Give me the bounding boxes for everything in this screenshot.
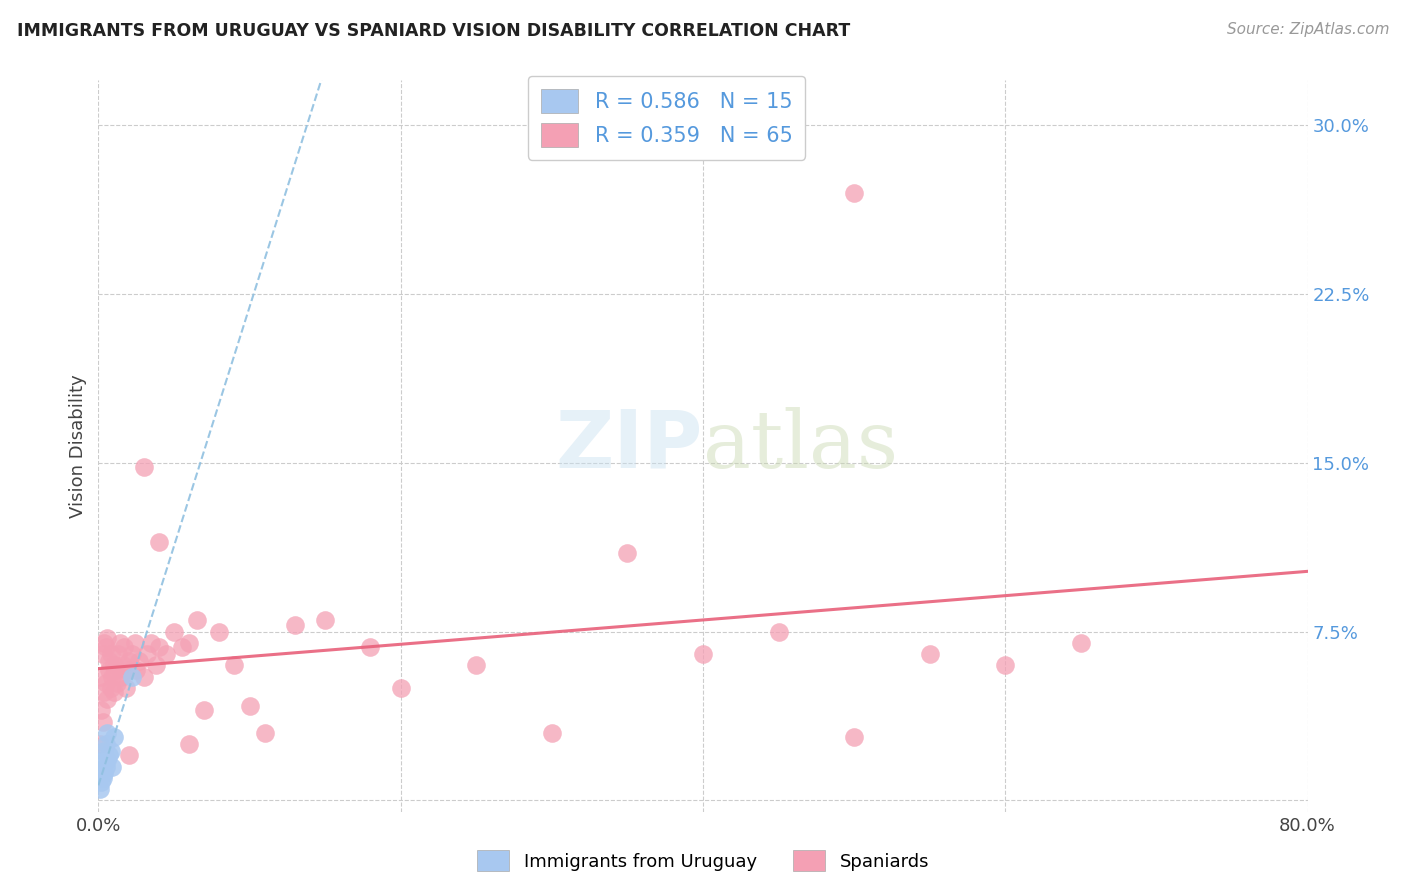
Point (93, 685, 115, 699)
Point (135, 647, 157, 661)
Point (239, 698, 262, 713)
Point (540, 726, 562, 740)
Point (170, 640, 193, 655)
Point (91, 647, 114, 661)
Point (141, 636, 163, 650)
Point (91, 714, 114, 729)
Point (107, 647, 129, 661)
Point (465, 658, 488, 673)
Point (94, 737, 117, 751)
Point (112, 640, 135, 655)
Point (163, 624, 186, 639)
Point (224, 658, 246, 673)
Point (121, 670, 143, 684)
Text: atlas: atlas (703, 407, 898, 485)
Point (89, 737, 111, 751)
Point (360, 640, 382, 655)
Point (994, 658, 1017, 673)
Point (284, 618, 307, 632)
Point (128, 654, 150, 668)
Point (114, 681, 136, 695)
Legend: Immigrants from Uruguay, Spaniards: Immigrants from Uruguay, Spaniards (470, 843, 936, 879)
Point (103, 658, 125, 673)
Point (179, 636, 201, 650)
Point (91, 771, 114, 785)
Text: IMMIGRANTS FROM URUGUAY VS SPANIARD VISION DISABILITY CORRELATION CHART: IMMIGRANTS FROM URUGUAY VS SPANIARD VISI… (17, 22, 851, 40)
Point (93, 636, 115, 650)
Point (1070, 636, 1092, 650)
Point (98, 663, 121, 677)
Point (105, 676, 128, 690)
Point (118, 654, 141, 668)
Point (208, 624, 231, 639)
Point (103, 685, 125, 699)
Point (96, 726, 118, 740)
Point (118, 748, 141, 763)
Point (111, 658, 134, 673)
Point (132, 460, 155, 475)
Point (125, 663, 148, 677)
Point (389, 681, 412, 695)
Point (98, 654, 121, 668)
Point (89, 782, 111, 797)
Point (844, 731, 866, 745)
Point (121, 647, 143, 661)
Text: ZIP: ZIP (555, 407, 703, 485)
Point (103, 731, 125, 745)
Point (100, 744, 122, 758)
Point (94, 676, 117, 690)
Y-axis label: Vision Disability: Vision Disability (69, 374, 87, 518)
Text: Source: ZipAtlas.com: Source: ZipAtlas.com (1226, 22, 1389, 37)
Point (918, 647, 941, 661)
Point (155, 647, 177, 661)
Point (844, 186, 866, 200)
Point (148, 640, 170, 655)
Legend: R = 0.586   N = 15, R = 0.359   N = 65: R = 0.586 N = 15, R = 0.359 N = 65 (529, 76, 806, 160)
Point (692, 647, 714, 661)
Point (132, 670, 155, 684)
Point (314, 614, 336, 628)
Point (145, 658, 167, 673)
Point (179, 737, 201, 751)
Point (94, 760, 117, 774)
Point (100, 647, 122, 661)
Point (148, 534, 170, 549)
Point (90, 703, 112, 717)
Point (93, 766, 115, 780)
Point (101, 670, 124, 684)
Point (768, 624, 790, 639)
Point (96, 692, 118, 706)
Point (100, 681, 122, 695)
Point (98, 748, 121, 763)
Point (124, 636, 146, 650)
Point (253, 726, 276, 740)
Point (115, 663, 138, 677)
Point (90, 670, 112, 684)
Point (93, 744, 115, 758)
Point (101, 760, 124, 774)
Point (94, 640, 117, 655)
Point (193, 703, 215, 717)
Point (96, 753, 118, 767)
Point (110, 670, 132, 684)
Point (96, 632, 118, 646)
Point (108, 636, 131, 650)
Point (186, 614, 208, 628)
Point (90, 775, 112, 789)
Point (616, 546, 638, 560)
Point (91, 753, 114, 767)
Point (104, 663, 127, 677)
